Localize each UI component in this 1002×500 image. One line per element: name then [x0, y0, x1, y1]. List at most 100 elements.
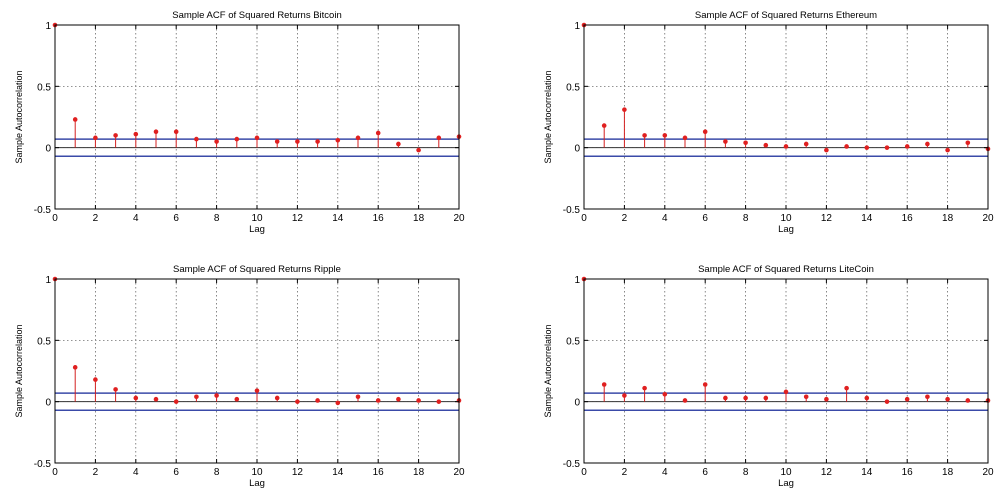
x-tick-label: 20 [453, 213, 465, 224]
y-tick-label: -0.5 [563, 459, 581, 470]
acf-marker [601, 382, 607, 387]
x-tick-label: 0 [52, 213, 58, 224]
y-tick-label: 0 [574, 398, 580, 409]
acf-marker [295, 399, 300, 404]
acf-marker [436, 399, 442, 404]
acf-marker [662, 133, 668, 138]
y-tick-label: -0.5 [563, 205, 581, 216]
acf-marker [945, 147, 950, 153]
acf-marker [335, 400, 341, 406]
acf-marker [133, 131, 139, 137]
acf-marker [763, 142, 769, 148]
acf-marker [884, 145, 890, 150]
acf-marker [763, 395, 769, 401]
acf-marker [72, 365, 78, 370]
acf-marker [72, 117, 78, 122]
acf-marker [702, 382, 708, 387]
x-tick-label: 2 [93, 213, 99, 224]
acf-marker [173, 399, 179, 404]
acf-marker [642, 133, 647, 138]
y-axis-label: Sample Autocorrelation [543, 70, 553, 163]
x-tick-label: 2 [93, 467, 99, 478]
x-tick-label: 6 [702, 213, 708, 224]
y-tick-label: 0.5 [37, 82, 51, 93]
acf-marker [803, 394, 809, 400]
y-tick-label: 0 [574, 144, 580, 155]
y-tick-label: 0.5 [566, 336, 580, 347]
acf-marker [396, 396, 401, 402]
x-tick-label: 20 [982, 213, 994, 224]
y-axis-label: Sample Autocorrelation [543, 324, 553, 417]
acf-marker [274, 139, 280, 144]
y-tick-label: 0 [45, 398, 51, 409]
acf-marker [723, 395, 728, 401]
acf-marker [864, 145, 870, 150]
x-tick-label: 0 [581, 213, 587, 224]
acf-marker [214, 139, 219, 144]
x-tick-label: 14 [861, 467, 873, 478]
acf-marker [113, 133, 118, 138]
acf-marker [743, 395, 748, 401]
y-tick-label: 0.5 [566, 82, 580, 93]
x-tick-label: 20 [982, 467, 994, 478]
acf-marker [234, 136, 240, 142]
acf-marker [844, 385, 849, 391]
x-tick-label: 10 [251, 467, 263, 478]
x-tick-label: 16 [902, 467, 914, 478]
acf-marker [113, 387, 118, 392]
acf-marker [622, 107, 627, 112]
y-tick-label: -0.5 [34, 459, 52, 470]
acf-marker [335, 138, 341, 143]
x-tick-label: 18 [413, 213, 425, 224]
acf-marker [153, 396, 159, 402]
acf-marker [153, 129, 159, 135]
x-tick-label: 16 [373, 467, 385, 478]
acf-marker [416, 398, 421, 403]
acf-marker [315, 398, 320, 403]
x-tick-label: 8 [214, 467, 220, 478]
x-tick-label: 18 [413, 467, 425, 478]
x-tick-label: 14 [332, 213, 344, 224]
y-tick-label: 1 [574, 275, 580, 286]
x-axis-label: Lag [249, 224, 265, 235]
acf-marker [194, 136, 199, 142]
chart-title: Sample ACF of Squared Returns Bitcoin [172, 10, 342, 21]
y-tick-label: 1 [45, 275, 51, 286]
chart-title: Sample ACF of Squared Returns Ethereum [695, 10, 877, 21]
acf-marker [904, 144, 910, 149]
acf-marker [682, 398, 688, 403]
x-tick-label: 10 [251, 213, 263, 224]
x-tick-label: 4 [662, 467, 668, 478]
y-tick-label: 0.5 [37, 336, 51, 347]
x-tick-label: 6 [173, 213, 179, 224]
x-tick-label: 18 [942, 213, 954, 224]
x-axis-label: Lag [249, 478, 265, 489]
chart-title: Sample ACF of Squared Returns LiteCoin [698, 264, 874, 275]
y-tick-label: 0 [45, 144, 51, 155]
acf-marker [173, 129, 179, 135]
x-tick-label: 2 [622, 467, 628, 478]
acf-marker [723, 139, 728, 144]
acf-marker [355, 135, 361, 141]
acf-marker [662, 392, 668, 397]
x-tick-label: 10 [780, 213, 792, 224]
acf-marker [375, 398, 381, 403]
x-tick-label: 12 [821, 467, 833, 478]
x-tick-label: 14 [332, 467, 344, 478]
acf-marker [945, 396, 950, 402]
acf-marker [824, 147, 829, 153]
acf-marker [254, 388, 260, 393]
acf-marker [965, 140, 971, 146]
y-tick-label: -0.5 [34, 205, 52, 216]
acf-marker [783, 144, 789, 149]
x-tick-label: 12 [292, 213, 304, 224]
x-tick-label: 0 [52, 467, 58, 478]
x-tick-label: 16 [373, 213, 385, 224]
acf-marker [864, 395, 870, 401]
x-tick-label: 14 [861, 213, 873, 224]
